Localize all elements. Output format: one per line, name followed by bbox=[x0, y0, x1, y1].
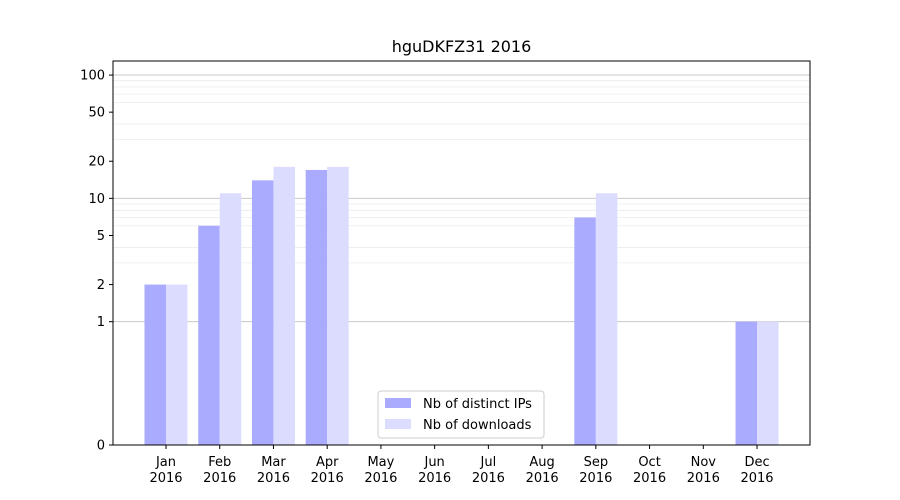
y-tick-label: 1 bbox=[97, 315, 105, 330]
legend: Nb of distinct IPs Nb of downloads bbox=[377, 390, 545, 439]
x-tick-label: 2016 bbox=[687, 471, 720, 486]
x-tick-label: 2016 bbox=[257, 471, 290, 486]
bars bbox=[144, 166, 779, 445]
x-tick-label: 2016 bbox=[364, 471, 397, 486]
legend-swatch bbox=[385, 398, 411, 408]
bar bbox=[166, 284, 188, 445]
legend-swatch bbox=[385, 419, 411, 429]
bar bbox=[735, 321, 758, 445]
x-tick-label: Dec bbox=[744, 455, 769, 470]
x-axis: Jan2016Feb2016Mar2016Apr2016May2016Jun20… bbox=[149, 445, 774, 486]
y-tick-label: 5 bbox=[97, 229, 105, 244]
bar bbox=[273, 166, 295, 445]
x-tick-label: 2016 bbox=[418, 471, 451, 486]
bar bbox=[327, 166, 349, 445]
x-tick-label: 2016 bbox=[149, 471, 182, 486]
x-tick-label: May bbox=[367, 455, 394, 470]
y-tick-label: 100 bbox=[80, 69, 105, 84]
x-tick-label: 2016 bbox=[579, 471, 612, 486]
x-tick-label: Sep bbox=[584, 455, 609, 470]
y-tick-label: 50 bbox=[88, 106, 105, 121]
bar bbox=[595, 193, 618, 445]
chart-title: hguDKFZ31 2016 bbox=[392, 37, 532, 56]
legend-box bbox=[377, 390, 545, 439]
x-tick-label: Feb bbox=[208, 455, 231, 470]
legend-label: Nb of downloads bbox=[423, 418, 532, 433]
x-tick-label: Mar bbox=[261, 455, 286, 470]
x-tick-label: Jul bbox=[480, 455, 497, 470]
y-axis: 0 1 2 5 10 20 50 100 bbox=[80, 69, 113, 454]
x-tick-label: Oct bbox=[638, 455, 660, 470]
y-tick-label: 10 bbox=[88, 192, 105, 207]
y-tick-label: 0 bbox=[97, 439, 105, 454]
y-tick-label: 20 bbox=[88, 155, 105, 170]
x-tick-label: 2016 bbox=[740, 471, 773, 486]
plot-frame bbox=[112, 60, 811, 446]
bar bbox=[144, 284, 166, 445]
x-tick-label: 2016 bbox=[203, 471, 236, 486]
x-tick-label: 2016 bbox=[526, 471, 559, 486]
x-tick-label: Aug bbox=[529, 455, 554, 470]
bar bbox=[574, 217, 596, 445]
bar bbox=[305, 169, 328, 445]
y-tick-label: 2 bbox=[97, 278, 105, 293]
legend-label: Nb of distinct IPs bbox=[423, 397, 532, 412]
bar bbox=[757, 321, 779, 445]
x-tick-label: Jan bbox=[155, 455, 176, 470]
x-tick-label: 2016 bbox=[472, 471, 505, 486]
x-tick-label: 2016 bbox=[633, 471, 666, 486]
bar bbox=[198, 225, 220, 445]
bar bbox=[251, 180, 274, 445]
x-tick-label: 2016 bbox=[311, 471, 344, 486]
x-tick-label: Jun bbox=[423, 455, 444, 470]
x-tick-label: Nov bbox=[691, 455, 717, 470]
bar bbox=[219, 193, 242, 445]
x-tick-label: Apr bbox=[316, 455, 339, 470]
